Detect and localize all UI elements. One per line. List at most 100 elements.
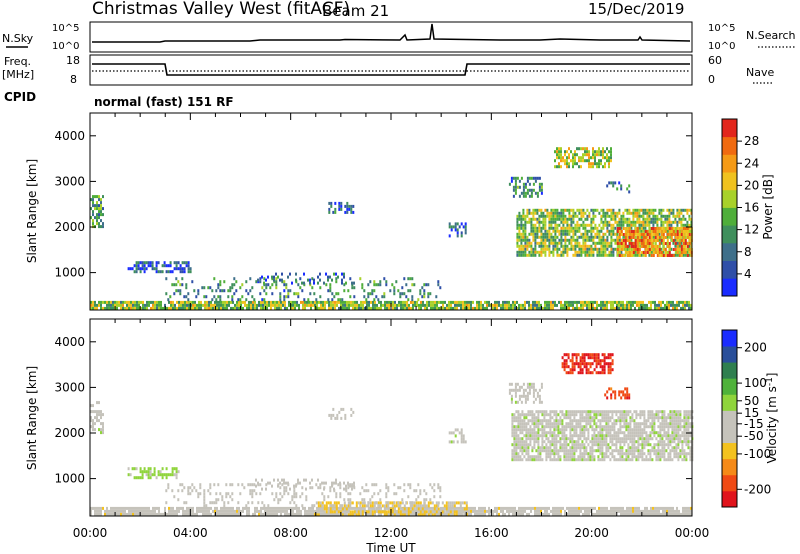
data-cell xyxy=(688,208,691,212)
data-cell xyxy=(567,422,570,426)
data-cell xyxy=(581,443,584,447)
data-cell xyxy=(443,507,446,511)
data-cell xyxy=(604,223,607,227)
data-cell xyxy=(544,232,547,236)
data-cell xyxy=(154,303,156,307)
data-cell xyxy=(568,506,570,510)
data-cell xyxy=(652,254,655,257)
data-cell xyxy=(456,306,458,310)
data-cell xyxy=(630,506,632,510)
data-cell xyxy=(589,425,592,429)
data-cell xyxy=(335,504,338,508)
data-cell xyxy=(588,300,590,304)
data-cell xyxy=(263,298,266,302)
data-cell xyxy=(534,509,536,513)
data-cell xyxy=(656,227,659,230)
data-cell xyxy=(311,277,314,281)
data-cell xyxy=(334,303,336,307)
data-cell xyxy=(678,211,681,215)
data-cell xyxy=(548,241,551,245)
data-cell xyxy=(650,248,653,251)
data-cell xyxy=(384,303,386,307)
data-cell xyxy=(538,509,540,513)
data-cell xyxy=(552,214,555,218)
data-cell xyxy=(612,208,615,212)
data-cell xyxy=(319,501,322,505)
data-cell xyxy=(177,498,180,502)
data-cell xyxy=(553,434,556,438)
data-cell xyxy=(664,248,667,251)
data-cell xyxy=(584,217,587,221)
data-cell xyxy=(514,188,517,192)
data-cell xyxy=(401,498,404,502)
data-cell xyxy=(175,470,178,474)
data-cell xyxy=(574,150,576,154)
data-cell xyxy=(620,220,623,224)
data-cell xyxy=(636,236,639,239)
data-cell xyxy=(563,455,566,459)
data-cell xyxy=(526,214,529,218)
data-cell xyxy=(626,227,629,230)
data-cell xyxy=(606,159,608,163)
data-cell xyxy=(127,467,130,471)
data-cell xyxy=(632,242,635,245)
data-cell xyxy=(572,162,574,166)
data-cell xyxy=(511,428,514,432)
data-cell xyxy=(648,223,651,227)
data-cell xyxy=(576,153,578,157)
data-cell xyxy=(213,501,216,505)
data-cell xyxy=(548,211,551,215)
data-cell xyxy=(620,214,623,218)
data-cell xyxy=(599,413,602,417)
data-cell xyxy=(634,248,637,251)
data-cell xyxy=(680,233,683,236)
data-cell xyxy=(684,242,687,245)
data-cell xyxy=(378,300,380,304)
data-cell xyxy=(421,286,424,290)
data-cell xyxy=(527,410,530,414)
data-cell xyxy=(557,425,560,429)
data-cell xyxy=(528,303,530,307)
data-cell xyxy=(126,506,128,510)
data-cell xyxy=(143,467,146,471)
data-cell xyxy=(654,208,657,212)
data-cell xyxy=(680,217,683,221)
data-cell xyxy=(539,428,542,432)
data-cell xyxy=(569,449,572,453)
data-cell xyxy=(634,245,637,248)
data-cell xyxy=(128,506,130,510)
data-cell xyxy=(568,156,570,160)
data-cell xyxy=(349,510,352,514)
data-cell xyxy=(427,510,430,514)
data-cell xyxy=(166,512,168,516)
data-cell xyxy=(309,486,312,490)
data-cell xyxy=(295,504,298,508)
data-cell xyxy=(513,413,516,417)
data-cell xyxy=(441,501,444,505)
data-cell xyxy=(474,509,476,513)
data-cell xyxy=(456,231,459,235)
data-cell xyxy=(90,425,92,429)
data-cell xyxy=(465,504,468,508)
data-cell xyxy=(278,506,280,510)
data-cell xyxy=(602,147,604,151)
data-cell xyxy=(442,512,444,516)
data-cell xyxy=(411,277,414,281)
data-cell xyxy=(348,506,350,510)
data-cell xyxy=(604,253,607,257)
data-cell xyxy=(600,217,603,221)
data-cell xyxy=(133,270,136,274)
data-cell xyxy=(437,486,440,490)
data-cell xyxy=(640,251,643,254)
data-cell xyxy=(279,492,282,496)
data-cell xyxy=(521,437,524,441)
data-cell xyxy=(544,306,546,310)
data-cell xyxy=(640,220,643,224)
data-cell xyxy=(265,487,267,491)
data-cell xyxy=(476,300,478,304)
data-cell xyxy=(672,208,675,212)
data-cell xyxy=(185,501,188,505)
data-cell xyxy=(628,233,631,236)
data-cell xyxy=(556,303,558,307)
data-cell xyxy=(452,431,455,435)
